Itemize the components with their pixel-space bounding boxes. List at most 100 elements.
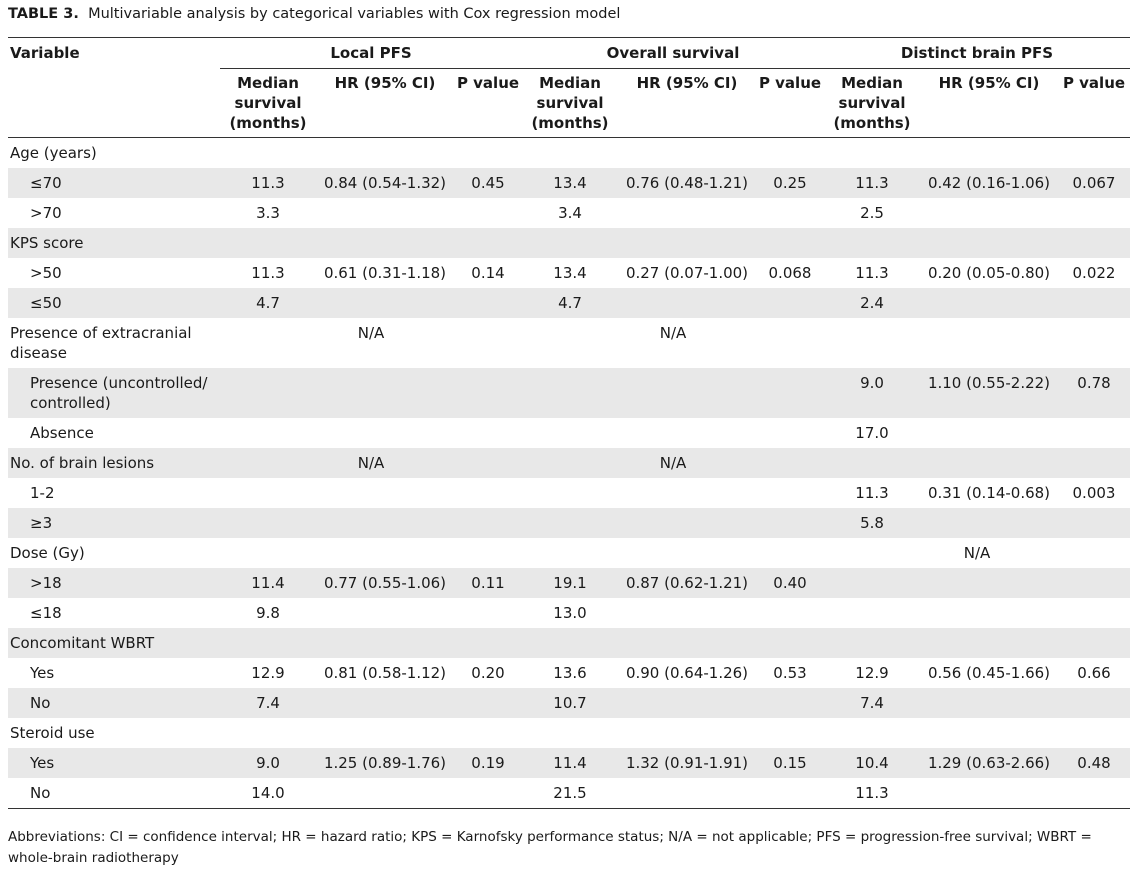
table-cell: [618, 198, 756, 228]
table-cell: 0.48: [1058, 748, 1130, 778]
table-cell: 4.7: [522, 288, 618, 318]
table-cell: 9.0: [220, 748, 316, 778]
table-cell: 0.20: [471, 664, 505, 682]
row-label: Yes: [8, 748, 220, 778]
table-cell: [522, 478, 618, 508]
table-cell: 7.4: [824, 688, 920, 718]
table-cell: 13.6: [553, 664, 587, 682]
table-cell: [316, 688, 454, 718]
table-cell: 0.45: [454, 168, 522, 198]
table-cell: [1058, 508, 1130, 538]
table-cell: [454, 718, 522, 748]
table-cell: [618, 228, 756, 258]
table-cell: [824, 138, 920, 169]
row-label: Presence of extracranial disease: [10, 324, 192, 362]
table-cell: [618, 718, 756, 748]
table-cell: [522, 228, 618, 258]
table-cell: 0.42 (0.16-1.06): [920, 168, 1058, 198]
table-cell: [618, 598, 756, 628]
table-cell: 0.067: [1058, 168, 1130, 198]
table-cell: 0.27 (0.07-1.00): [625, 264, 749, 282]
table-cell: 17.0: [855, 424, 889, 442]
p-value-header: P value: [456, 74, 520, 92]
table-cell: [756, 598, 824, 628]
table-cell: [454, 368, 522, 418]
row-label: >18: [8, 568, 220, 598]
table-cell: [756, 228, 824, 258]
group-span-cell: N/A: [522, 448, 824, 478]
table-cell: [316, 138, 454, 169]
table-cell: [1058, 598, 1130, 628]
table-cell: 11.3: [824, 778, 920, 809]
table-cell: 0.15: [756, 748, 824, 778]
row-label: No. of brain lesions: [8, 448, 220, 478]
table-cell: [220, 418, 316, 448]
table-row: Steroid use: [8, 718, 1130, 748]
table-cell: [316, 628, 454, 658]
table-cell: [220, 508, 316, 538]
row-label: Dose (Gy): [10, 544, 85, 562]
table-row: ≤18 9.8 13.0: [8, 598, 1130, 628]
table-cell: [1058, 718, 1130, 748]
table-row: ≥3 5.8: [8, 508, 1130, 538]
table-cell: [454, 508, 522, 538]
group-span-cell: N/A: [659, 324, 687, 342]
table-cell: [920, 198, 1058, 228]
row-label: ≤70: [8, 168, 220, 198]
group-header-distinct-brain-pfs: Distinct brain PFS: [824, 38, 1130, 69]
table-cell: 3.3: [256, 204, 280, 222]
table-cell: 11.3: [855, 264, 889, 282]
median-survival-header: Median survival (months): [531, 74, 609, 132]
table-row: >70 3.3 3.4 2.5: [8, 198, 1130, 228]
table-footnote: Abbreviations: CI = confidence interval;…: [8, 829, 1092, 866]
table-cell: [220, 368, 316, 418]
table-cell: [1058, 778, 1130, 809]
table-row: >50 11.3 0.61 (0.31-1.18) 0.14 13.4 0.27 (0.0…: [8, 258, 1130, 288]
table-cell: [618, 418, 756, 448]
table-cell: 0.11: [454, 568, 522, 598]
row-label: ≥3: [8, 508, 220, 538]
table-cell: 0.66: [1077, 664, 1111, 682]
group-span-cell: [824, 318, 1130, 368]
table-cell: [920, 778, 1058, 809]
table-cell: 10.7: [522, 688, 618, 718]
table-cell: [756, 628, 824, 658]
table-cell: [220, 718, 316, 748]
table-cell: [618, 778, 756, 809]
table-cell: [454, 628, 522, 658]
table-cell: [522, 628, 618, 658]
table-cell: [618, 138, 756, 169]
table-row: Concomitant WBRT: [8, 628, 1130, 658]
table-row: >18 11.4 0.77 (0.55-1.06) 0.11 19.1 0.87 (0.6…: [8, 568, 1130, 598]
table-cell: 0.87 (0.62-1.21): [618, 568, 756, 598]
table-cell: 0.56 (0.45-1.66): [927, 664, 1051, 682]
table-cell: [522, 138, 618, 169]
hr-header: HR (95% CI): [938, 74, 1040, 92]
table-cell: [756, 138, 824, 169]
table-row: 1-2 11.3 0.31 (0.14-0.68) 0.003: [8, 478, 1130, 508]
table-cell: [618, 688, 756, 718]
table-cell: [756, 288, 824, 318]
table-cell: [454, 688, 522, 718]
table-cell: [522, 718, 618, 748]
row-label: 1-2: [30, 484, 55, 502]
table-label: TABLE 3.: [8, 6, 79, 22]
table-cell: 0.25: [756, 168, 824, 198]
table-row: Presence of extracranial disease N/A N/A: [8, 318, 1130, 368]
table-cell: 11.3: [824, 168, 920, 198]
table-title: Multivariable analysis by categorical va…: [88, 6, 621, 22]
group-header-local-pfs: Local PFS: [220, 38, 522, 69]
table-cell: 1.29 (0.63-2.66): [920, 748, 1058, 778]
table-cell: 9.8: [256, 604, 280, 622]
table-cell: [316, 288, 454, 318]
table-cell: [618, 508, 756, 538]
row-label: Steroid use: [10, 724, 95, 742]
table-cell: 2.4: [824, 288, 920, 318]
hr-header: HR (95% CI): [334, 74, 436, 92]
table-cell: [220, 628, 316, 658]
table-cell: [756, 418, 824, 448]
table-cell: [618, 368, 756, 418]
table-row: Dose (Gy) N/A: [8, 538, 1130, 568]
row-label: Presence (uncontrolled/ controlled): [8, 368, 220, 418]
table-cell: 0.90 (0.64-1.26): [625, 664, 749, 682]
